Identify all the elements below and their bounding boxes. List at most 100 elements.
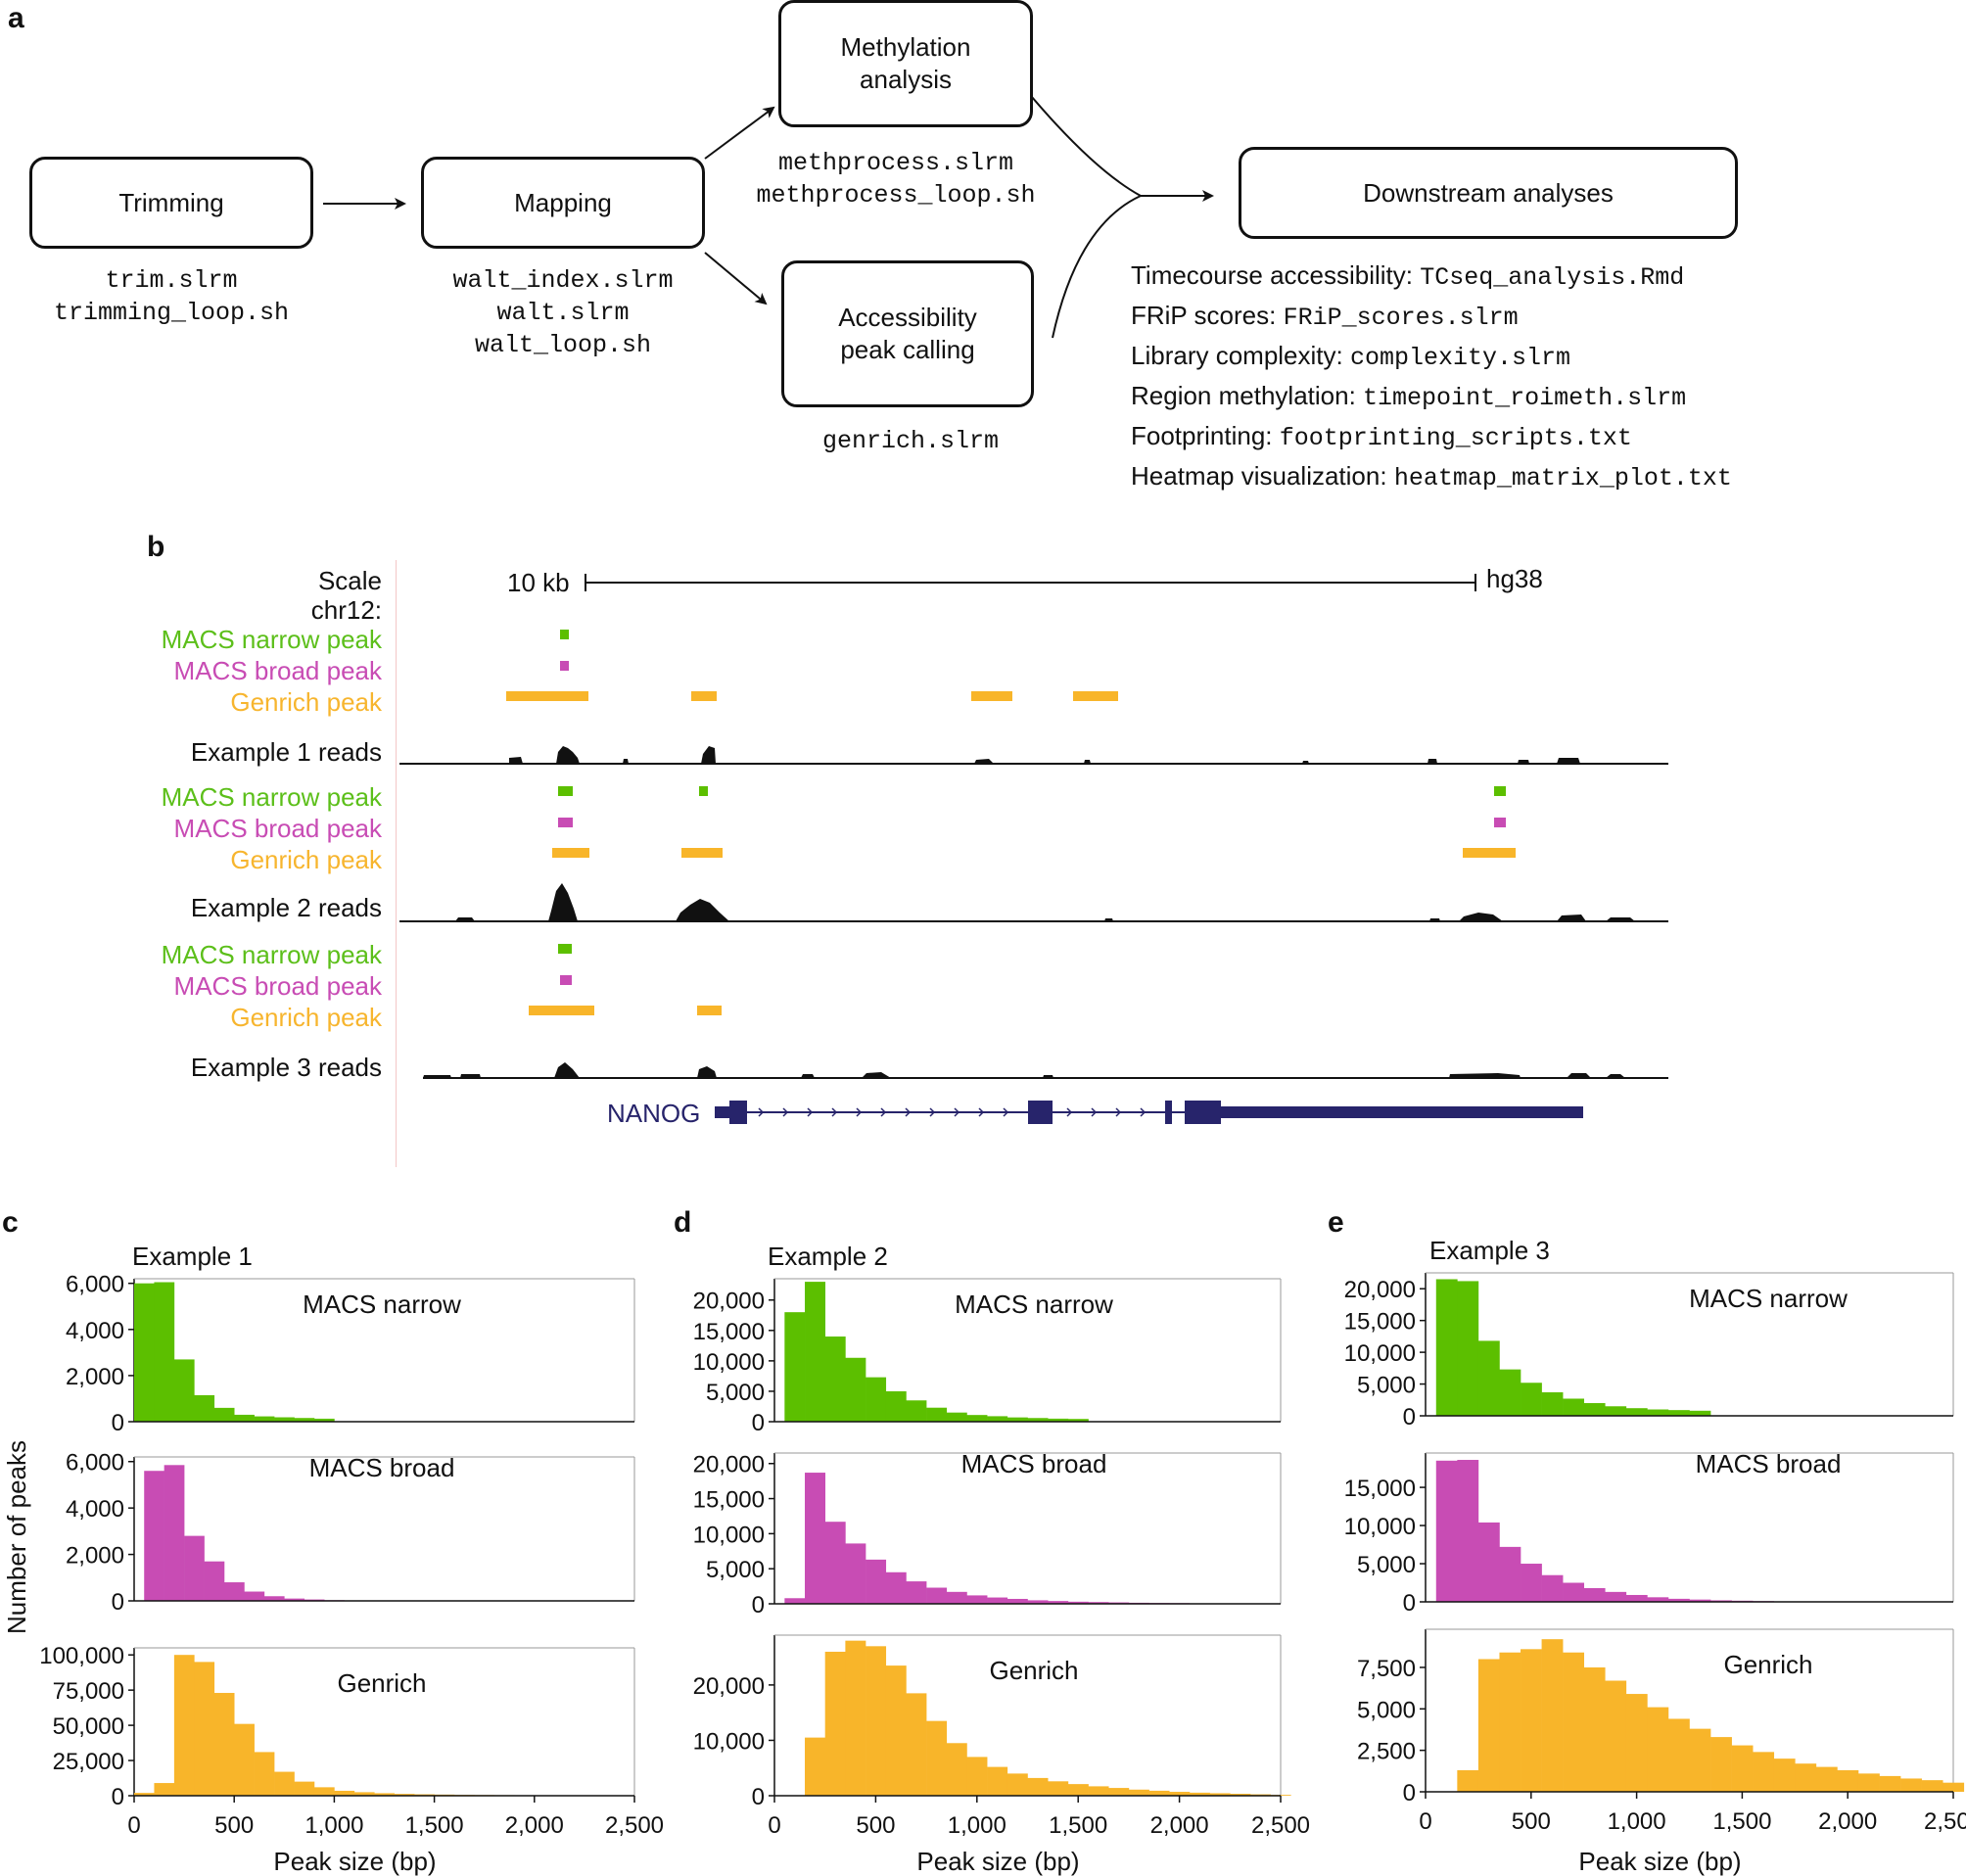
histogram-bar	[1563, 1398, 1584, 1416]
histogram-bar	[234, 1723, 255, 1796]
x-tick-label: 2,500	[605, 1812, 664, 1839]
histogram-bar	[966, 1757, 988, 1796]
script-name: walt_index.slrm	[452, 266, 674, 295]
track-label-reads-3: Example 3 reads	[190, 1053, 382, 1082]
chr-label: chr12:	[310, 595, 382, 625]
histogram-bar	[223, 1582, 245, 1601]
scale-label: Scale	[317, 566, 382, 595]
y-tick-label: 2,500	[1357, 1739, 1416, 1765]
gene-label: NANOG	[607, 1099, 701, 1128]
x-tick-label: 1,500	[405, 1812, 464, 1839]
histogram-bar	[394, 1794, 415, 1796]
y-tick-label: 5,000	[1357, 1373, 1416, 1399]
histogram-bar	[1541, 1639, 1564, 1792]
script-name: genrich.slrm	[821, 427, 1000, 455]
x-axis-label: Peak size (bp)	[1578, 1847, 1741, 1876]
y-tick-label: 20,000	[1344, 1277, 1416, 1303]
x-tick-label: 1,000	[948, 1812, 1006, 1839]
histogram-bar	[1270, 1795, 1291, 1796]
histogram-bar	[805, 1737, 825, 1796]
genrich-peak	[691, 691, 717, 701]
downstream-item: Heatmap visualization: heatmap_matrix_pl…	[1131, 461, 1732, 492]
histogram-bar	[946, 1591, 967, 1604]
histogram-bar	[294, 1781, 315, 1796]
histogram-bar	[1027, 1600, 1049, 1604]
histogram-bar	[1088, 1786, 1109, 1796]
x-tick-label: 0	[768, 1812, 780, 1839]
histogram-bar	[966, 1415, 988, 1422]
histogram-bar	[926, 1407, 948, 1422]
genrich-peak	[1463, 848, 1516, 858]
accessibility-box: Accessibility peak calling	[781, 260, 1034, 407]
y-tick-label: 25,000	[53, 1749, 124, 1775]
y-tick-label: 20,000	[693, 1289, 765, 1315]
y-tick-label: 0	[752, 1592, 765, 1618]
histogram-bar	[1667, 1598, 1690, 1602]
x-tick-label: 2,500	[1924, 1808, 1966, 1835]
histogram-bar	[184, 1535, 205, 1601]
subplot-name: MACS narrow	[1689, 1284, 1848, 1313]
x-tick-label: 2,000	[1150, 1812, 1209, 1839]
y-tick-label: 0	[1403, 1404, 1416, 1430]
y-tick-label: 10,000	[693, 1522, 765, 1548]
histogram-bar	[1921, 1780, 1943, 1792]
histogram-bar	[1499, 1369, 1521, 1416]
histogram-bar	[1521, 1649, 1542, 1792]
histogram-bar	[313, 1418, 335, 1422]
histogram-bar	[134, 1283, 155, 1422]
y-tick-label: 0	[112, 1784, 124, 1810]
track-label-broad-2: MACS broad peak	[173, 814, 382, 843]
y-tick-label: 75,000	[53, 1678, 124, 1705]
reads-signal	[423, 1062, 1625, 1078]
y-tick-label: 4,000	[66, 1496, 124, 1523]
histogram-bar	[845, 1357, 866, 1422]
panel-d-letter: d	[674, 1206, 692, 1239]
histogram-bar	[1900, 1778, 1922, 1792]
histogram-bar	[1625, 1408, 1648, 1416]
histogram-bar	[1027, 1777, 1049, 1796]
narrow-peak	[558, 944, 572, 954]
histogram-bar	[1067, 1601, 1089, 1604]
genrich-peak	[697, 1006, 722, 1015]
downstream-box: Downstream analyses	[1239, 147, 1738, 239]
histogram-bar	[1499, 1546, 1521, 1602]
chart-title: Example 1	[132, 1242, 253, 1271]
x-axis-label: Peak size (bp)	[916, 1847, 1079, 1876]
panel-a-arrows	[323, 68, 1214, 339]
histogram-bar	[1625, 1594, 1648, 1602]
y-tick-label: 0	[112, 1410, 124, 1436]
narrow-peak	[699, 786, 708, 796]
track-label-reads-1: Example 1 reads	[190, 737, 382, 767]
histogram-bar	[987, 1766, 1008, 1796]
genrich-peak	[1073, 691, 1118, 701]
assembly-label: hg38	[1486, 564, 1543, 593]
histogram-bar	[353, 1792, 375, 1796]
histogram-bar	[254, 1752, 275, 1796]
y-tick-label: 0	[1403, 1590, 1416, 1617]
histogram-bar	[866, 1559, 887, 1604]
histogram-bar	[1689, 1599, 1711, 1602]
y-tick-label: 10,000	[693, 1349, 765, 1376]
histogram-bar	[254, 1416, 275, 1422]
trimming-label: Trimming	[118, 187, 224, 217]
histogram-bar	[1541, 1391, 1564, 1416]
histogram-bar	[1477, 1340, 1500, 1416]
subplot-name: Genrich	[337, 1668, 426, 1698]
y-axis-label: Number of peaks	[2, 1440, 31, 1634]
y-tick-label: 7,500	[1357, 1656, 1416, 1682]
histogram-bar	[845, 1640, 866, 1796]
narrow-peak	[560, 630, 569, 639]
chart-title: Example 3	[1429, 1236, 1550, 1265]
x-tick-label: 1,500	[1712, 1808, 1771, 1835]
histogram-bar	[1583, 1666, 1606, 1792]
subplot-name: Genrich	[1723, 1650, 1812, 1679]
x-tick-label: 2,500	[1251, 1812, 1310, 1839]
histogram-bar	[1583, 1587, 1606, 1602]
histogram-bar	[313, 1787, 335, 1796]
downstream-item: FRiP scores: FRiP_scores.slrm	[1131, 301, 1519, 332]
genrich-peak	[529, 1006, 594, 1015]
x-tick-label: 500	[856, 1812, 895, 1839]
histogram-bar	[1209, 1793, 1231, 1796]
histogram-bar	[294, 1418, 315, 1422]
x-tick-label: 2,000	[505, 1812, 564, 1839]
